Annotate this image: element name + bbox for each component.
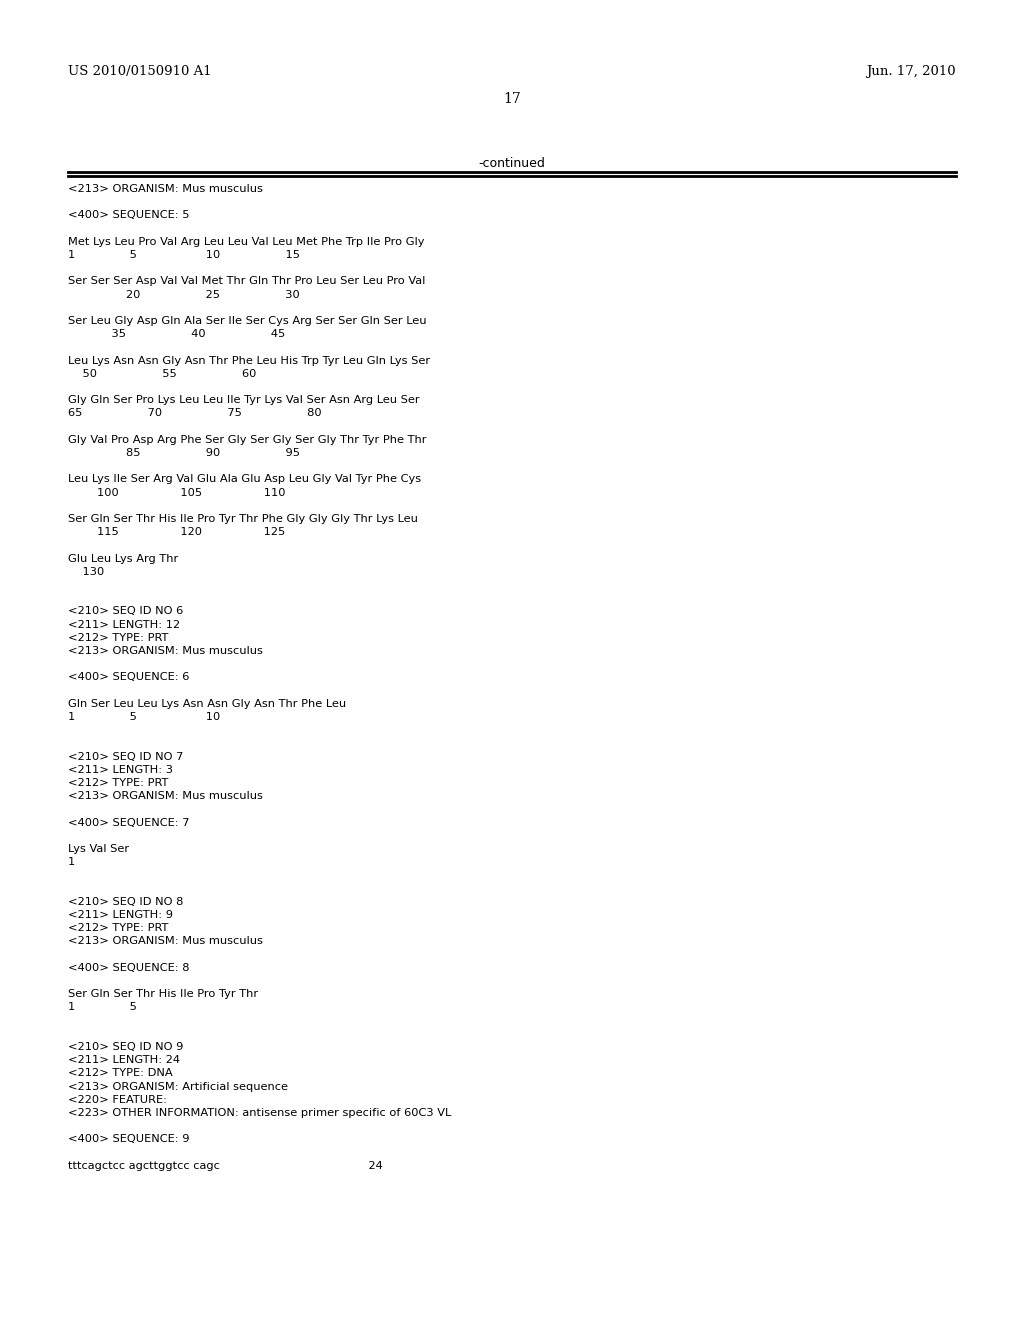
- Text: <210> SEQ ID NO 9: <210> SEQ ID NO 9: [68, 1041, 183, 1052]
- Text: Gly Val Pro Asp Arg Phe Ser Gly Ser Gly Ser Gly Thr Tyr Phe Thr: Gly Val Pro Asp Arg Phe Ser Gly Ser Gly …: [68, 434, 427, 445]
- Text: <400> SEQUENCE: 7: <400> SEQUENCE: 7: [68, 817, 189, 828]
- Text: <212> TYPE: PRT: <212> TYPE: PRT: [68, 923, 168, 933]
- Text: Glu Leu Lys Arg Thr: Glu Leu Lys Arg Thr: [68, 553, 178, 564]
- Text: Gln Ser Leu Leu Lys Asn Asn Gly Asn Thr Phe Leu: Gln Ser Leu Leu Lys Asn Asn Gly Asn Thr …: [68, 698, 346, 709]
- Text: Leu Lys Asn Asn Gly Asn Thr Phe Leu His Trp Tyr Leu Gln Lys Ser: Leu Lys Asn Asn Gly Asn Thr Phe Leu His …: [68, 355, 430, 366]
- Text: 1               5                   10: 1 5 10: [68, 711, 220, 722]
- Text: <211> LENGTH: 3: <211> LENGTH: 3: [68, 764, 173, 775]
- Text: Leu Lys Ile Ser Arg Val Glu Ala Glu Asp Leu Gly Val Tyr Phe Cys: Leu Lys Ile Ser Arg Val Glu Ala Glu Asp …: [68, 474, 421, 484]
- Text: Ser Leu Gly Asp Gln Ala Ser Ile Ser Cys Arg Ser Ser Gln Ser Leu: Ser Leu Gly Asp Gln Ala Ser Ile Ser Cys …: [68, 315, 427, 326]
- Text: <210> SEQ ID NO 7: <210> SEQ ID NO 7: [68, 751, 183, 762]
- Text: 17: 17: [503, 92, 521, 106]
- Text: -continued: -continued: [478, 157, 546, 170]
- Text: 100                 105                 110: 100 105 110: [68, 487, 286, 498]
- Text: <223> OTHER INFORMATION: antisense primer specific of 60C3 VL: <223> OTHER INFORMATION: antisense prime…: [68, 1107, 452, 1118]
- Text: 50                  55                  60: 50 55 60: [68, 368, 256, 379]
- Text: 35                  40                  45: 35 40 45: [68, 329, 286, 339]
- Text: Gly Gln Ser Pro Lys Leu Leu Ile Tyr Lys Val Ser Asn Arg Leu Ser: Gly Gln Ser Pro Lys Leu Leu Ile Tyr Lys …: [68, 395, 420, 405]
- Text: 65                  70                  75                  80: 65 70 75 80: [68, 408, 322, 418]
- Text: US 2010/0150910 A1: US 2010/0150910 A1: [68, 65, 212, 78]
- Text: <211> LENGTH: 9: <211> LENGTH: 9: [68, 909, 173, 920]
- Text: <213> ORGANISM: Mus musculus: <213> ORGANISM: Mus musculus: [68, 183, 263, 194]
- Text: <400> SEQUENCE: 8: <400> SEQUENCE: 8: [68, 962, 189, 973]
- Text: Ser Gln Ser Thr His Ile Pro Tyr Thr Phe Gly Gly Gly Thr Lys Leu: Ser Gln Ser Thr His Ile Pro Tyr Thr Phe …: [68, 513, 418, 524]
- Text: <213> ORGANISM: Artificial sequence: <213> ORGANISM: Artificial sequence: [68, 1081, 288, 1092]
- Text: Ser Gln Ser Thr His Ile Pro Tyr Thr: Ser Gln Ser Thr His Ile Pro Tyr Thr: [68, 989, 258, 999]
- Text: 1: 1: [68, 857, 75, 867]
- Text: 85                  90                  95: 85 90 95: [68, 447, 300, 458]
- Text: <400> SEQUENCE: 5: <400> SEQUENCE: 5: [68, 210, 189, 220]
- Text: <213> ORGANISM: Mus musculus: <213> ORGANISM: Mus musculus: [68, 645, 263, 656]
- Text: Jun. 17, 2010: Jun. 17, 2010: [866, 65, 956, 78]
- Text: <213> ORGANISM: Mus musculus: <213> ORGANISM: Mus musculus: [68, 936, 263, 946]
- Text: 130: 130: [68, 566, 104, 577]
- Text: <212> TYPE: PRT: <212> TYPE: PRT: [68, 632, 168, 643]
- Text: <400> SEQUENCE: 6: <400> SEQUENCE: 6: [68, 672, 189, 682]
- Text: 115                 120                 125: 115 120 125: [68, 527, 286, 537]
- Text: Ser Ser Ser Asp Val Val Met Thr Gln Thr Pro Leu Ser Leu Pro Val: Ser Ser Ser Asp Val Val Met Thr Gln Thr …: [68, 276, 425, 286]
- Text: <213> ORGANISM: Mus musculus: <213> ORGANISM: Mus musculus: [68, 791, 263, 801]
- Text: <211> LENGTH: 24: <211> LENGTH: 24: [68, 1055, 180, 1065]
- Text: <211> LENGTH: 12: <211> LENGTH: 12: [68, 619, 180, 630]
- Text: Lys Val Ser: Lys Val Ser: [68, 843, 129, 854]
- Text: <212> TYPE: PRT: <212> TYPE: PRT: [68, 777, 168, 788]
- Text: tttcagctcc agcttggtcc cagc                                         24: tttcagctcc agcttggtcc cagc 24: [68, 1160, 383, 1171]
- Text: 1               5: 1 5: [68, 1002, 137, 1012]
- Text: <210> SEQ ID NO 8: <210> SEQ ID NO 8: [68, 896, 183, 907]
- Text: 20                  25                  30: 20 25 30: [68, 289, 300, 300]
- Text: 1               5                   10                  15: 1 5 10 15: [68, 249, 300, 260]
- Text: <400> SEQUENCE: 9: <400> SEQUENCE: 9: [68, 1134, 189, 1144]
- Text: <220> FEATURE:: <220> FEATURE:: [68, 1094, 167, 1105]
- Text: <212> TYPE: DNA: <212> TYPE: DNA: [68, 1068, 173, 1078]
- Text: <210> SEQ ID NO 6: <210> SEQ ID NO 6: [68, 606, 183, 616]
- Text: Met Lys Leu Pro Val Arg Leu Leu Val Leu Met Phe Trp Ile Pro Gly: Met Lys Leu Pro Val Arg Leu Leu Val Leu …: [68, 236, 425, 247]
